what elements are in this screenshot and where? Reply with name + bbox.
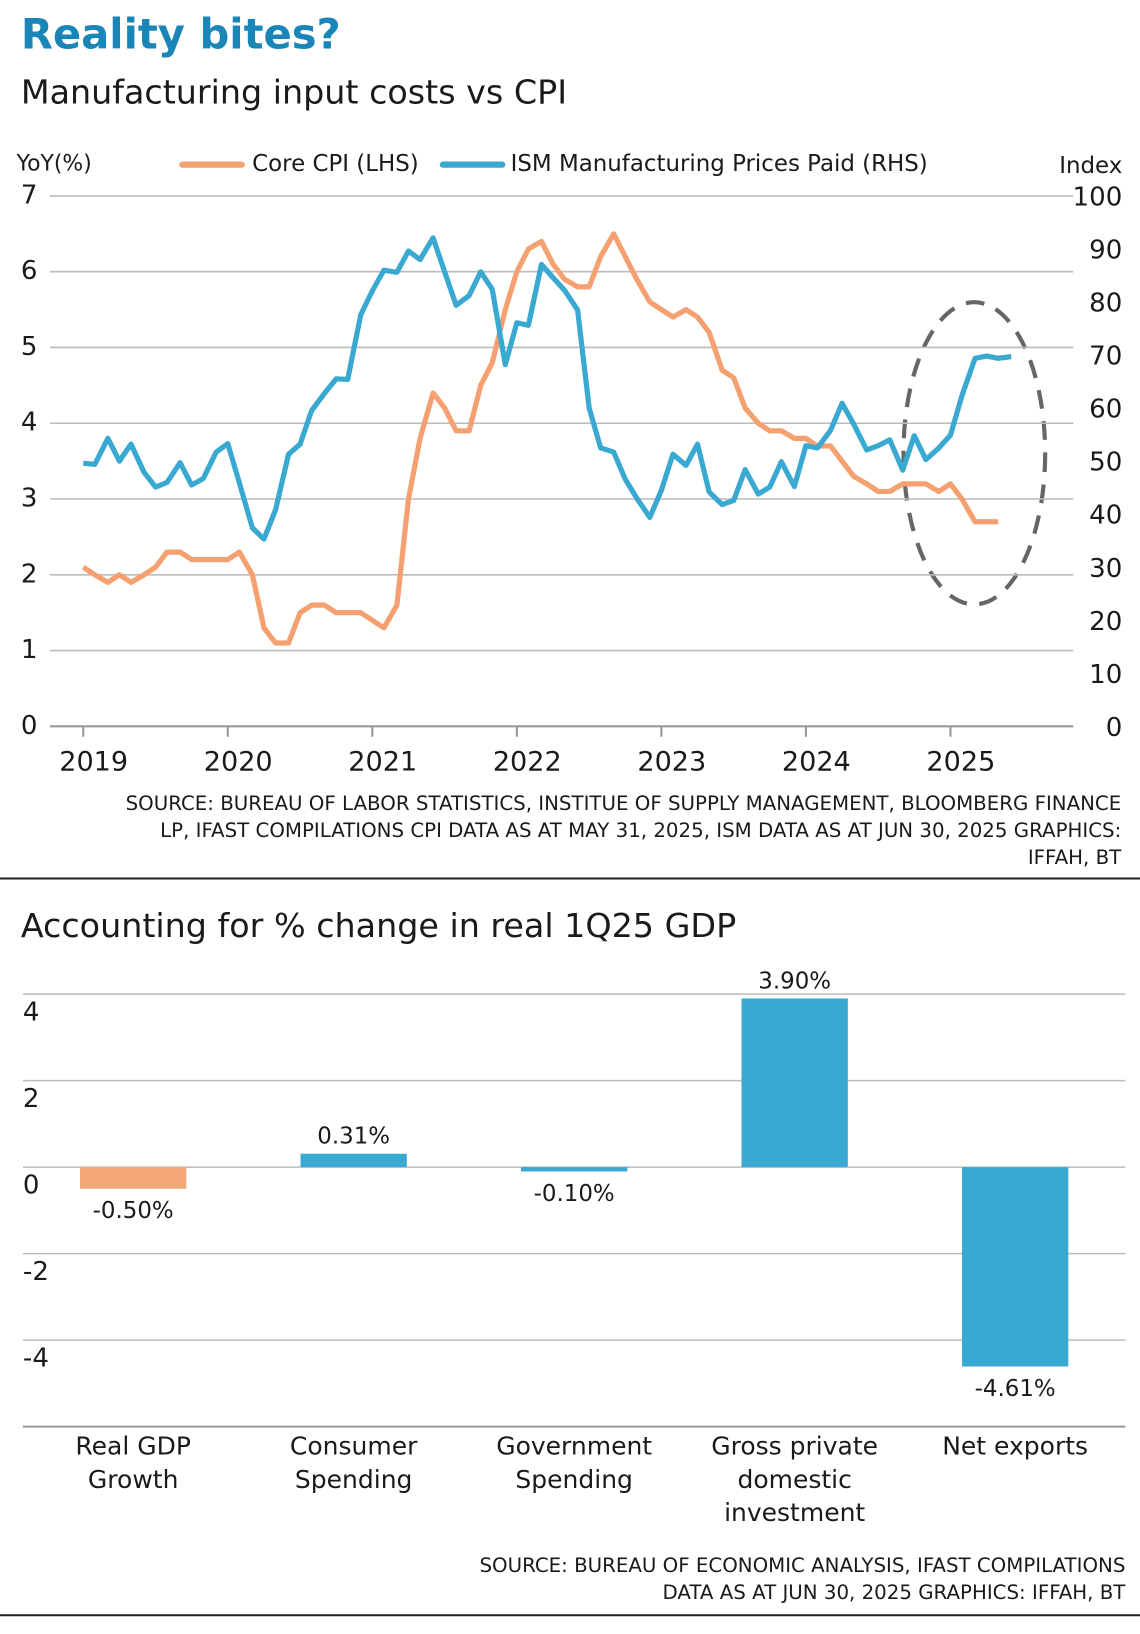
x-tick-label: 2020 [204,746,273,777]
x-tick-label: 2023 [637,746,706,777]
y2-tick-label: 40 [1089,501,1122,531]
source-note: SOURCE: BUREAU OF ECONOMIC ANALYSIS, IFA… [479,1554,1125,1577]
bar [741,998,848,1168]
y2-tick-label: 30 [1089,554,1122,584]
series-line [83,235,1012,542]
y-tick-label: 5 [21,332,38,362]
y-tick-label: -2 [23,1257,49,1287]
data-label: -4.61% [975,1376,1056,1402]
y2-tick-label: 50 [1089,448,1122,478]
y-tick-label: 3 [21,484,38,514]
y2-tick-label: 10 [1089,660,1122,690]
y-tick-label: 2 [21,559,38,589]
y-tick-label: 0 [23,1170,40,1200]
bar [962,1167,1069,1367]
y-tick-label: 2 [23,1084,40,1114]
y-tick-label: 6 [21,256,38,286]
data-label: -0.10% [534,1181,615,1207]
y-tick-label: 7 [21,180,38,210]
bar [80,1167,187,1189]
x-tick-label: Government Spending [496,1431,652,1493]
y2-tick-label: 90 [1089,236,1122,266]
legend-label: Core CPI (LHS) [252,151,419,177]
legend-label: ISM Manufacturing Prices Paid (RHS) [511,151,928,177]
chart-title: Manufacturing input costs vs CPI [21,72,567,111]
y2-tick-label: 20 [1089,607,1122,637]
x-tick-label: 2024 [782,746,851,777]
y-tick-label: 4 [23,997,40,1027]
x-tick-label: Gross private domestic investment [711,1431,878,1527]
source-note: DATA AS AT JUN 30, 2025 GRAPHICS: IFFAH,… [662,1581,1126,1604]
page-title: Reality bites? [21,10,341,59]
y2-tick-label: 60 [1089,395,1122,425]
x-tick-label: 2022 [493,746,562,777]
x-tick-label: 2019 [59,746,128,777]
y2-axis-label: Index [1059,153,1122,179]
y2-tick-label: 100 [1073,182,1123,212]
y-tick-label: 4 [21,408,38,438]
series-line [81,231,999,646]
bar [521,1167,628,1172]
y2-tick-label: 80 [1089,289,1122,319]
source-note: IFFAH, BT [1028,846,1122,869]
data-label: 0.31% [317,1124,390,1150]
y2-tick-label: 70 [1089,342,1122,372]
source-note: LP, IFAST COMPILATIONS CPI DATA AS AT MA… [160,819,1121,842]
data-label: 3.90% [758,968,831,994]
x-tick-label: Consumer Spending [290,1431,418,1493]
highlight-ellipse [901,300,1048,607]
x-tick-label: Net exports [942,1431,1088,1460]
data-label: -0.50% [93,1198,174,1224]
bar [300,1153,407,1168]
y-tick-label: -4 [23,1343,49,1373]
y-tick-label: 0 [21,711,38,741]
y-tick-label: 1 [21,635,38,665]
x-tick-label: 2021 [348,746,417,777]
source-note: SOURCE: BUREAU OF LABOR STATISTICS, INST… [126,792,1122,815]
chart-title: Accounting for % change in real 1Q25 GDP [21,906,736,945]
x-tick-label: Real GDP Growth [75,1431,191,1493]
x-tick-label: 2025 [926,746,995,777]
y-axis-label: YoY(%) [16,152,92,177]
y2-tick-label: 0 [1106,713,1123,743]
